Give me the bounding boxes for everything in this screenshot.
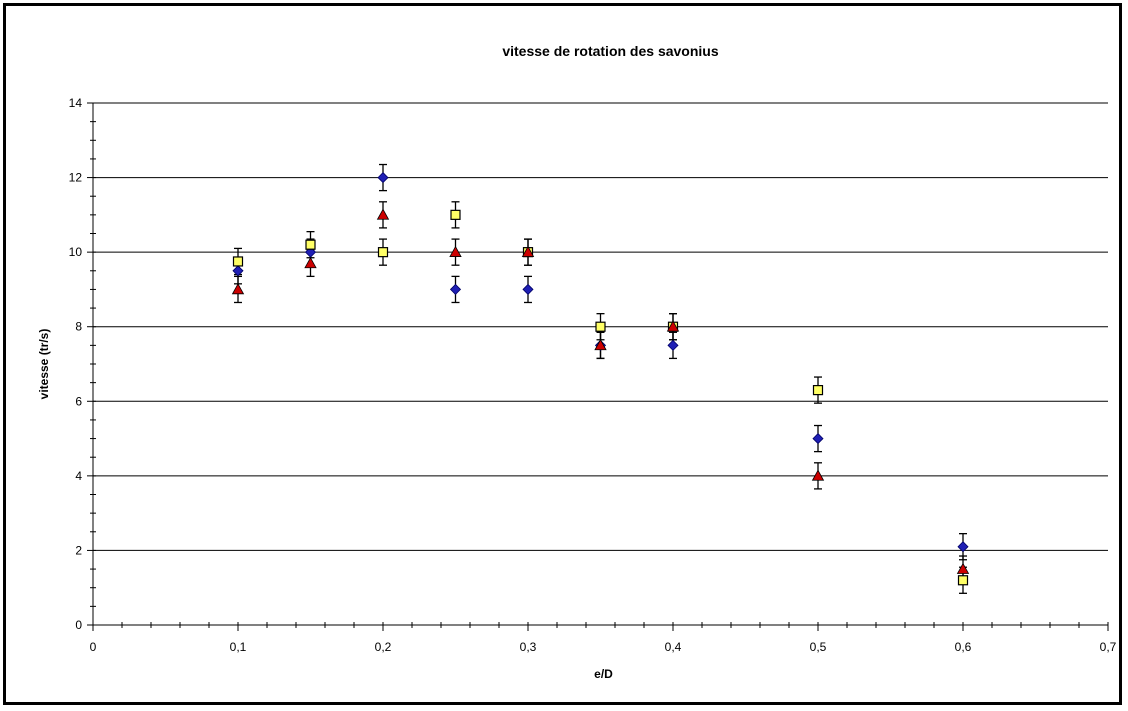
data-point-triangle xyxy=(594,339,607,351)
x-tick-label: 0,5 xyxy=(810,640,827,654)
data-point-triangle xyxy=(521,245,535,257)
y-tick-label: 6 xyxy=(75,394,82,408)
y-tick-label: 2 xyxy=(75,543,82,557)
data-point-square xyxy=(377,247,389,258)
data-point-square xyxy=(812,385,824,396)
x-tick-label: 0 xyxy=(90,640,97,654)
data-point-triangle xyxy=(956,562,970,574)
data-point-diamond xyxy=(377,172,389,184)
x-tick-label: 0,7 xyxy=(1100,640,1117,654)
chart-svg: vitesse de rotation des savonius e/D vit… xyxy=(37,43,1117,681)
y-axis-title: vitesse (tr/s) xyxy=(37,329,51,400)
data-point-triangle xyxy=(231,283,245,295)
data-point-triangle xyxy=(811,469,825,481)
y-tick-label: 10 xyxy=(69,245,83,259)
chart-title: vitesse de rotation des savonius xyxy=(502,43,719,59)
data-point-square xyxy=(232,256,244,267)
chart-frame: vitesse de rotation des savonius e/D vit… xyxy=(3,3,1122,705)
data-point-square xyxy=(957,575,969,586)
y-tick-label: 12 xyxy=(69,171,83,185)
data-point-diamond xyxy=(667,339,679,351)
y-tick-label: 8 xyxy=(75,320,82,334)
data-point-triangle xyxy=(304,257,317,269)
x-tick-label: 0,2 xyxy=(375,640,392,654)
x-tick-label: 0,3 xyxy=(520,640,537,654)
data-point-triangle xyxy=(666,320,680,332)
data-point-diamond xyxy=(522,283,534,295)
x-tick-label: 0,4 xyxy=(665,640,682,654)
x-tick-label: 0,6 xyxy=(955,640,972,654)
data-point-square xyxy=(450,209,461,220)
data-point-diamond xyxy=(449,283,462,295)
data-point-diamond xyxy=(957,541,969,553)
ticks-layer: 0 2 4 6 8 10 12 14 0 0,1 0,2 0,3 0,4 0,5 0,6 0,7 xyxy=(69,96,1117,654)
data-point-triangle xyxy=(449,245,462,257)
errorbar-layer xyxy=(234,163,967,594)
grid-layer xyxy=(93,102,1108,551)
y-tick-label: 4 xyxy=(75,469,82,483)
y-tick-label: 14 xyxy=(69,96,83,110)
marker-layer xyxy=(231,172,970,586)
data-point-triangle xyxy=(376,208,390,220)
data-point-diamond xyxy=(232,265,244,277)
x-axis-title: e/D xyxy=(594,667,613,681)
data-point-diamond xyxy=(812,433,824,445)
axes-layer xyxy=(92,103,1108,626)
data-point-square xyxy=(305,239,316,250)
data-point-square xyxy=(595,321,606,332)
x-tick-label: 0,1 xyxy=(230,640,247,654)
y-tick-label: 0 xyxy=(75,618,82,632)
